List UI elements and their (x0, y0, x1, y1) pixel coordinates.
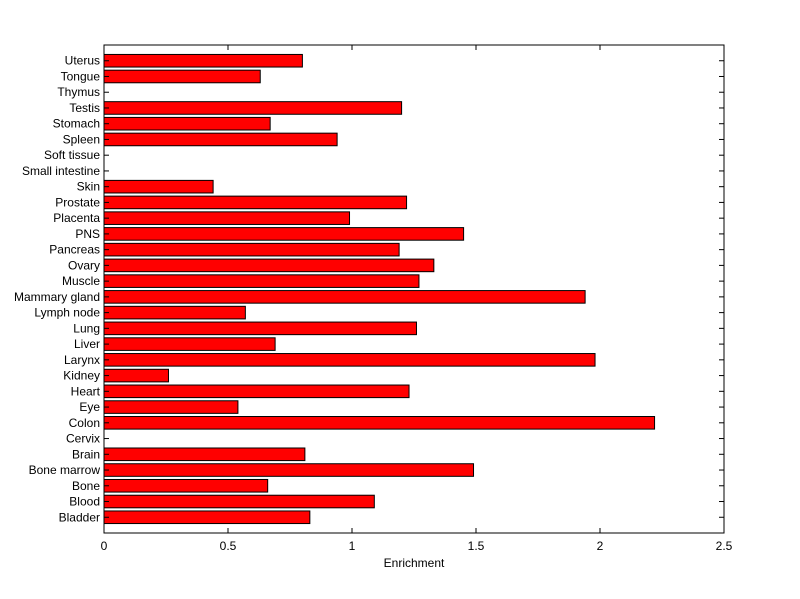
bar-uterus (103, 53, 303, 68)
bar-brain (103, 447, 306, 462)
bar-skin (103, 179, 214, 194)
x-tick-label-1: 0.5 (220, 539, 237, 553)
plot-frame (103, 44, 725, 534)
bar-kidney (103, 368, 169, 383)
y-tick-label-eye: Eye (79, 400, 100, 414)
y-tick-label-lung: Lung (73, 321, 100, 335)
y-tick-label-lymph-node: Lymph node (34, 306, 100, 320)
y-tick-label-mammary-gland: Mammary gland (14, 290, 100, 304)
x-axis-label: Enrichment (384, 556, 445, 570)
x-ticks-group: 0 0.5 1 1.5 2 2.5 (101, 45, 733, 553)
y-tick-label-skin: Skin (77, 180, 100, 194)
bar-larynx (103, 353, 596, 367)
y-tick-label-thymus: Thymus (57, 85, 100, 99)
bar-bone (103, 478, 269, 493)
y-tick-label-placenta: Placenta (53, 211, 100, 225)
x-tick-label-3: 1.5 (468, 539, 485, 553)
bar-testis (103, 101, 403, 115)
bar-tongue (103, 69, 261, 84)
bar-placenta (103, 211, 351, 225)
y-tick-label-stomach: Stomach (53, 117, 100, 131)
y-tick-label-soft-tissue: Soft tissue (44, 148, 100, 162)
y-tick-label-kidney: Kidney (63, 369, 100, 383)
y-tick-label-muscle: Muscle (62, 274, 100, 288)
y-tick-label-bone: Bone (72, 479, 100, 493)
bar-blood (103, 494, 375, 509)
bar-bladder (103, 510, 311, 525)
y-tick-label-bone-marrow: Bone marrow (29, 463, 101, 477)
y-tick-label-ovary: Ovary (68, 258, 100, 272)
bar-spleen (103, 132, 338, 147)
bar-muscle (103, 274, 420, 288)
bar-liver (103, 337, 276, 351)
y-tick-label-small-intestine: Small intestine (22, 164, 100, 178)
y-tick-label-uterus: Uterus (65, 54, 100, 68)
y-tick-label-tongue: Tongue (61, 69, 101, 83)
x-tick-label-5: 2.5 (716, 539, 733, 553)
bar-lymph-node (103, 305, 246, 320)
y-tick-label-colon: Colon (69, 416, 100, 430)
bar-pns (103, 227, 465, 241)
y-tick-label-liver: Liver (74, 337, 100, 351)
x-tick-label-4: 2 (597, 539, 604, 553)
y-tick-label-spleen: Spleen (63, 132, 100, 146)
x-tick-label-0: 0 (101, 539, 108, 553)
y-tick-label-prostate: Prostate (55, 195, 100, 209)
bar-bone-marrow (103, 463, 475, 477)
bar-colon (103, 416, 656, 430)
bar-pancreas (103, 242, 400, 257)
bar-heart (103, 384, 410, 399)
y-tick-label-testis: Testis (69, 101, 100, 115)
y-tick-label-bladder: Bladder (59, 510, 100, 524)
y-tick-label-larynx: Larynx (64, 353, 100, 367)
bar-prostate (103, 195, 408, 210)
bar-stomach (103, 116, 271, 131)
x-tick-label-2: 1 (349, 539, 356, 553)
y-tick-label-brain: Brain (72, 447, 100, 461)
y-tick-label-cervix: Cervix (66, 432, 100, 446)
bar-eye (103, 400, 239, 414)
y-tick-label-pancreas: Pancreas (49, 243, 100, 257)
y-tick-label-blood: Blood (69, 495, 100, 509)
y-tick-label-pns: PNS (75, 227, 100, 241)
bar-lung (103, 321, 417, 336)
y-tick-label-heart: Heart (71, 384, 101, 398)
bar-mammary-gland (103, 290, 586, 304)
bar-ovary (103, 258, 435, 273)
